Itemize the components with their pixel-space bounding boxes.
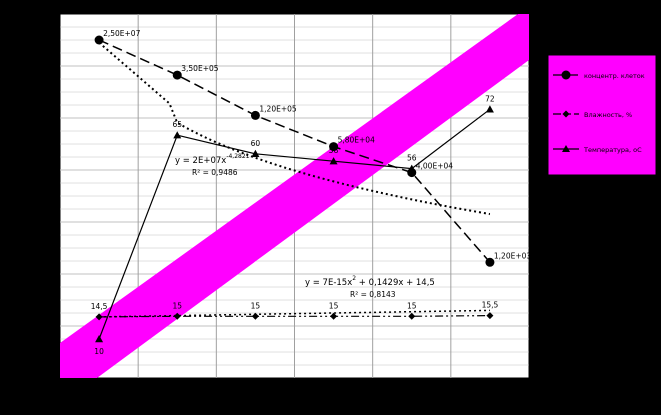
trend-equation-base: y = 7E-15x <box>305 278 352 288</box>
data-label-temperature-1: 10 <box>94 347 104 356</box>
marker-moisture-3 <box>251 312 259 320</box>
marker-moisture-2 <box>173 312 181 320</box>
marker-temperature-4 <box>329 157 338 165</box>
legend-marker-circle <box>561 70 571 80</box>
highlight-band-stripe <box>60 14 529 378</box>
trend-equation-text: y = 7E-15x2 + 0,1429x + 14,5 <box>305 275 435 288</box>
series-layer <box>94 35 495 343</box>
data-label-moisture-5: 15 <box>407 301 417 310</box>
marker-moisture-6 <box>486 312 494 320</box>
data-label-moisture-4: 15 <box>329 301 339 310</box>
marker-concentration-3 <box>250 110 260 120</box>
series-line-moisture <box>99 315 490 318</box>
marker-moisture-1 <box>95 313 103 321</box>
marker-concentration-6 <box>485 257 495 267</box>
data-label-concentration-2: 3,50E+05 <box>181 64 218 73</box>
data-label-concentration-4: 5,80E+04 <box>338 136 375 145</box>
trend-equation-moisture: y = 7E-15x2 + 0,1429x + 14,5 R² = 0,8143 <box>305 275 435 299</box>
marker-concentration-1 <box>94 35 104 45</box>
data-label-temperature-5: 56 <box>407 154 417 163</box>
legend-marker-diamond <box>562 110 570 118</box>
legend-label: Температура, оС <box>583 146 642 154</box>
trend-equations: y = 2E+07x-4,2821 R² = 0,9486 y = 7E-15x2 … <box>175 153 435 299</box>
highlight-band <box>60 14 529 378</box>
legend: концентр. клеток Влажность, % Температура,… <box>547 54 657 176</box>
trend-r-squared: R² = 0,9486 <box>192 168 238 177</box>
marker-temperature-3 <box>251 149 260 157</box>
trend-equation-exponent: -4,2821 <box>226 153 249 160</box>
series-line-temperature <box>98 108 491 340</box>
data-label-concentration-5: 4,00E+04 <box>416 162 453 171</box>
legend-item-moisture: Влажность, % <box>553 110 632 119</box>
trend-equation-exponent: 2 <box>352 275 356 282</box>
trend-equation-rest: + 0,1429x + 14,5 <box>356 278 435 288</box>
trend-equation-base: y = 2E+07x <box>175 156 226 166</box>
marker-temperature-5 <box>407 164 416 172</box>
legend-item-concentration: концентр. клеток <box>553 70 645 80</box>
legend-items: концентр. клеток Влажность, % Температура,… <box>553 70 645 154</box>
trend-r-squared: R² = 0,8143 <box>350 290 396 299</box>
legend-marker-triangle <box>562 145 570 152</box>
marker-concentration-2 <box>172 70 182 80</box>
data-label-temperature-6: 72 <box>485 94 495 103</box>
data-label-moisture-1: 14,5 <box>91 302 108 311</box>
marker-moisture-4 <box>330 312 338 320</box>
legend-label: концентр. клеток <box>584 72 645 80</box>
marker-concentration-4 <box>329 142 339 152</box>
marker-moisture-5 <box>408 312 416 320</box>
data-label-temperature-3: 60 <box>251 139 261 148</box>
series-line-concentration <box>98 39 491 263</box>
trend-equation-concentration: y = 2E+07x-4,2821 R² = 0,9486 <box>175 153 250 177</box>
data-labels: 2,50E+07 3,50E+05 1,20E+05 5,80E+04 4,00E+04… <box>91 29 532 356</box>
data-label-temperature-2: 65 <box>172 120 182 129</box>
data-label-moisture-2: 15 <box>172 301 182 310</box>
trend-equation-text: y = 2E+07x-4,2821 <box>175 153 250 166</box>
data-label-concentration-6: 1,20E+03 <box>494 251 531 260</box>
marker-temperature-1 <box>95 335 104 343</box>
data-label-moisture-3: 15 <box>251 301 261 310</box>
data-label-moisture-6: 15,5 <box>482 301 499 310</box>
data-label-concentration-1: 2,50E+07 <box>103 29 140 38</box>
legend-label: Влажность, % <box>584 111 632 119</box>
data-label-temperature-4: 58 <box>329 146 339 155</box>
legend-item-temperature: Температура, оС <box>553 145 642 154</box>
data-label-concentration-3: 1,20E+05 <box>259 104 296 113</box>
trendline-concentration <box>98 41 491 216</box>
marker-temperature-2 <box>173 131 182 139</box>
marker-temperature-6 <box>485 105 494 113</box>
